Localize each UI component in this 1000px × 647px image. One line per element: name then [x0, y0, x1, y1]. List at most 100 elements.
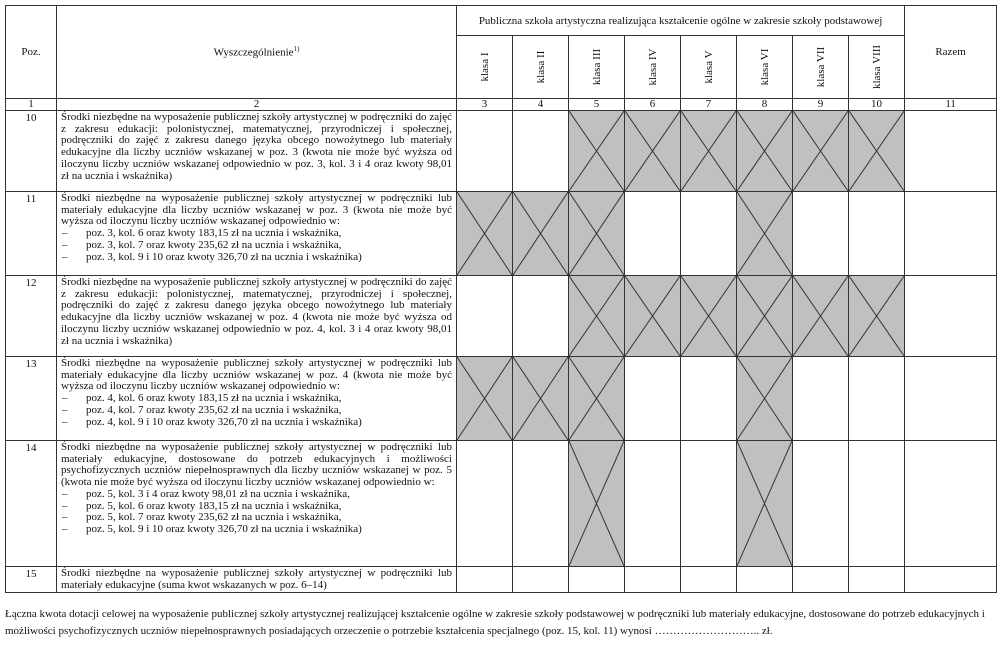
row-description: Środki niezbędne na wyposażenie publiczn… — [56, 440, 457, 567]
header-class-7: klasa VII — [792, 35, 849, 99]
header-total: Razem — [904, 5, 998, 99]
list-item-text: poz. 4, kol. 7 oraz kwoty 235,62 zł na u… — [86, 403, 342, 416]
list-item-text: poz. 5, kol. 6 oraz kwoty 183,15 zł na u… — [86, 499, 342, 512]
crossed-out-cell — [792, 110, 849, 192]
cross-icon — [569, 276, 624, 356]
table-row: 14 Środki niezbędne na wyposażenie public… — [5, 440, 998, 567]
table-row: 13 Środki niezbędne na wyposażenie public… — [5, 356, 998, 441]
list-item: – poz. 4, kol. 7 oraz kwoty 235,62 zł na … — [61, 403, 452, 417]
table-row: 15 Środki niezbędne na wyposażenie public… — [5, 566, 998, 593]
cross-icon — [849, 111, 904, 191]
header-class-label: klasa II — [534, 50, 547, 84]
cross-icon — [793, 276, 848, 356]
cross-icon — [457, 192, 512, 275]
list-item-text: poz. 5, kol. 3 i 4 oraz kwoty 98,01 zł n… — [86, 487, 350, 500]
crossed-out-cell — [624, 275, 681, 357]
total-cell — [904, 191, 998, 276]
crossed-out-cell — [736, 440, 793, 567]
total-summary-note: Łączna kwota dotacji celowej na wyposaże… — [5, 606, 997, 640]
crossed-out-cell — [680, 275, 737, 357]
cross-icon — [737, 357, 792, 440]
crossed-out-cell — [736, 191, 793, 276]
cross-icon — [569, 192, 624, 275]
cross-icon — [457, 357, 512, 440]
footnote-marker: 1) — [293, 45, 300, 54]
row-description: Środki niezbędne na wyposażenie publiczn… — [56, 356, 457, 441]
header-class-1: klasa I — [456, 35, 513, 99]
cross-icon — [625, 276, 680, 356]
value-cell — [456, 275, 513, 357]
crossed-out-cell — [512, 191, 569, 276]
value-cell — [512, 275, 569, 357]
table-row: 12 Środki niezbędne na wyposażenie public… — [5, 275, 998, 357]
row-description: Środki niezbędne na wyposażenie publiczn… — [56, 110, 457, 192]
value-cell — [624, 356, 681, 441]
value-cell — [792, 191, 849, 276]
value-cell — [847, 356, 906, 441]
row-poz: 15 — [5, 566, 57, 593]
cross-icon — [681, 111, 736, 191]
value-cell — [792, 440, 849, 567]
value-cell — [680, 440, 737, 567]
cross-icon — [625, 111, 680, 191]
dash-bullet: – — [62, 238, 68, 251]
list-item: – poz. 5, kol. 7 oraz kwoty 235,62 zł na … — [61, 512, 452, 524]
total-cell — [904, 275, 998, 357]
value-cell — [624, 191, 681, 276]
list-item: – poz. 3, kol. 7 oraz kwoty 235,62 zł na … — [61, 238, 452, 252]
list-item: – poz. 4, kol. 9 i 10 oraz kwoty 326,70 z… — [61, 416, 452, 429]
column-number: 7 — [680, 98, 737, 111]
row-description-text: Środki niezbędne na wyposażenie publiczn… — [61, 357, 452, 393]
row-description-text: Środki niezbędne na wyposażenie publiczn… — [61, 441, 452, 489]
value-cell — [847, 440, 906, 567]
crossed-out-cell — [624, 110, 681, 192]
dash-bullet: – — [62, 499, 68, 512]
header-class-8: klasa VIII — [847, 35, 906, 99]
header-class-label: klasa VII — [814, 46, 827, 88]
cross-icon — [849, 276, 904, 356]
list-item-text: poz. 3, kol. 7 oraz kwoty 235,62 zł na u… — [86, 238, 342, 251]
row-poz: 14 — [5, 440, 57, 567]
crossed-out-cell — [680, 110, 737, 192]
column-number: 3 — [456, 98, 513, 111]
list-item: – poz. 5, kol. 6 oraz kwoty 183,15 zł na … — [61, 499, 452, 513]
list-item: – poz. 4, kol. 6 oraz kwoty 183,15 zł na … — [61, 392, 452, 405]
list-item: – poz. 3, kol. 9 i 10 oraz kwoty 326,70 z… — [61, 250, 452, 264]
header-class-label: klasa I — [478, 52, 491, 82]
row-poz: 13 — [5, 356, 57, 441]
value-cell — [512, 440, 569, 567]
header-class-label: klasa IV — [646, 48, 659, 86]
dash-bullet: – — [62, 227, 68, 240]
table-row: 11 Środki niezbędne na wyposażenie public… — [5, 191, 998, 276]
header-poz: Poz. — [5, 5, 57, 99]
column-number: 2 — [56, 98, 457, 111]
row-description-text: Środki niezbędne na wyposażenie publiczn… — [61, 276, 452, 347]
column-number: 10 — [847, 98, 906, 111]
total-cell — [904, 110, 998, 192]
value-cell — [847, 191, 906, 276]
column-number: 1 — [5, 98, 57, 111]
column-number: 9 — [792, 98, 849, 111]
row-description: Środki niezbędne na wyposażenie publiczn… — [56, 566, 457, 593]
dash-bullet: – — [62, 392, 68, 405]
cross-icon — [681, 276, 736, 356]
cross-icon — [737, 441, 792, 566]
cross-icon — [513, 192, 568, 275]
value-cell — [792, 356, 849, 441]
budget-table: Poz. Wyszczególnienie1) Publiczna szkoła… — [5, 5, 998, 593]
header-class-6: klasa VI — [736, 35, 793, 99]
header-class-2: klasa II — [512, 35, 569, 99]
value-cell — [680, 191, 737, 276]
value-cell — [847, 566, 906, 593]
dash-bullet: – — [62, 522, 68, 535]
value-cell — [456, 440, 513, 567]
list-item: – poz. 3, kol. 6 oraz kwoty 183,15 zł na … — [61, 227, 452, 240]
header-class-3: klasa III — [568, 35, 625, 99]
header-school-group: Publiczna szkoła artystyczna realizująca… — [455, 5, 906, 36]
table-row: 10 Środki niezbędne na wyposażenie public… — [5, 110, 998, 192]
dash-bullet: – — [62, 250, 68, 263]
cross-icon — [737, 276, 792, 356]
cross-icon — [793, 111, 848, 191]
value-cell — [680, 566, 737, 593]
dash-bullet: – — [62, 511, 68, 524]
